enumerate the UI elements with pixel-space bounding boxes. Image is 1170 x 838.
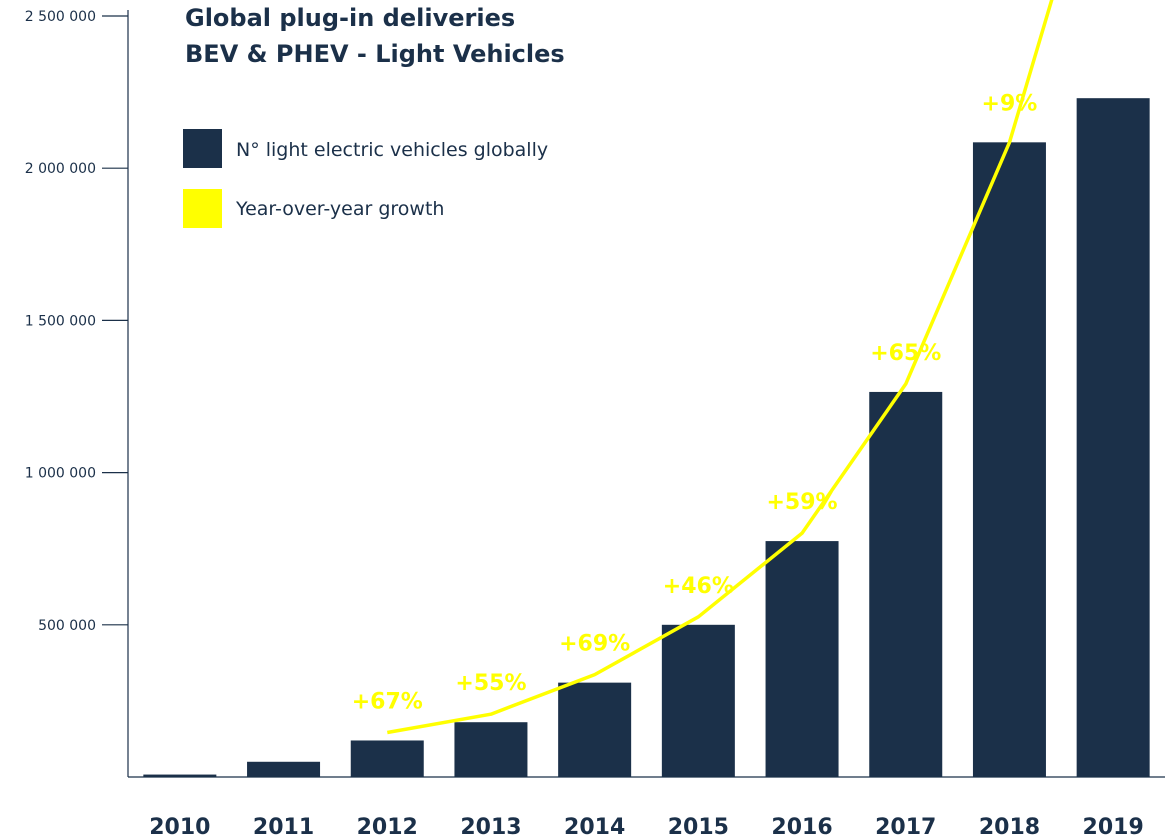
x-tick-label: 2017: [875, 815, 936, 838]
bar-2014: [558, 682, 632, 777]
x-tick-label: 2013: [460, 815, 521, 838]
x-tick-label: 2015: [668, 815, 729, 838]
x-tick-label: 2011: [253, 815, 314, 838]
x-axis: 2010 2011 2012 2013 2014 2015 2016 2017 2018 2019: [128, 776, 1165, 838]
x-tick-label: 2014: [564, 815, 625, 838]
bar-2018: [972, 142, 1046, 778]
x-tick-label: 2010: [149, 815, 210, 838]
chart-title-line-2: BEV & PHEV - Light Vehicles: [185, 40, 565, 68]
x-tick-label: 2019: [1083, 815, 1144, 838]
growth-label-2016: +59%: [767, 490, 838, 515]
bar-2013: [454, 722, 528, 777]
legend: N° light electric vehicles globally Year…: [183, 129, 548, 228]
x-tick-label: 2012: [357, 815, 418, 838]
y-tick-label: 1 500 000: [25, 313, 96, 329]
growth-label-2013: +55%: [455, 671, 526, 696]
bar-2015: [661, 624, 735, 777]
legend-swatch-bars: [183, 129, 222, 168]
y-tick-label: 1 000 000: [25, 466, 96, 482]
y-tick-label: 2 000 000: [25, 161, 96, 177]
growth-label-2014: +69%: [559, 632, 630, 657]
growth-label-2012: +67%: [352, 689, 423, 714]
y-tick-label: 2 500 000: [25, 9, 96, 25]
growth-label-2018: +9%: [982, 91, 1038, 116]
legend-label-bars: N° light electric vehicles globally: [236, 139, 548, 161]
growth-label-2015: +46%: [663, 574, 734, 599]
bars: [143, 98, 1150, 778]
growth-labels: +67% +55% +69% +46% +59% +65% +9%: [352, 91, 1038, 714]
growth-line-group: [386, 0, 1054, 735]
legend-swatch-growth: [183, 189, 222, 228]
chart-title: Global plug-in deliveries BEV & PHEV - L…: [185, 4, 565, 68]
bar-2012: [350, 740, 424, 777]
growth-label-2017: +65%: [870, 341, 941, 366]
y-axis: 500 000 1 000 000 1 500 000 2 000 000 2 500 …: [25, 9, 129, 777]
x-tick-label: 2016: [771, 815, 832, 838]
bar-2010: [143, 774, 217, 777]
bar-2016: [765, 541, 839, 777]
bar-2019: [1076, 98, 1150, 778]
y-tick-label: 500 000: [38, 618, 96, 634]
legend-label-growth: Year-over-year growth: [235, 198, 444, 220]
x-tick-label: 2018: [979, 815, 1040, 838]
bar-2017: [869, 391, 943, 777]
chart-title-line-1: Global plug-in deliveries: [185, 4, 515, 32]
bar-2011: [247, 761, 321, 777]
growth-line: [386, 0, 1054, 735]
